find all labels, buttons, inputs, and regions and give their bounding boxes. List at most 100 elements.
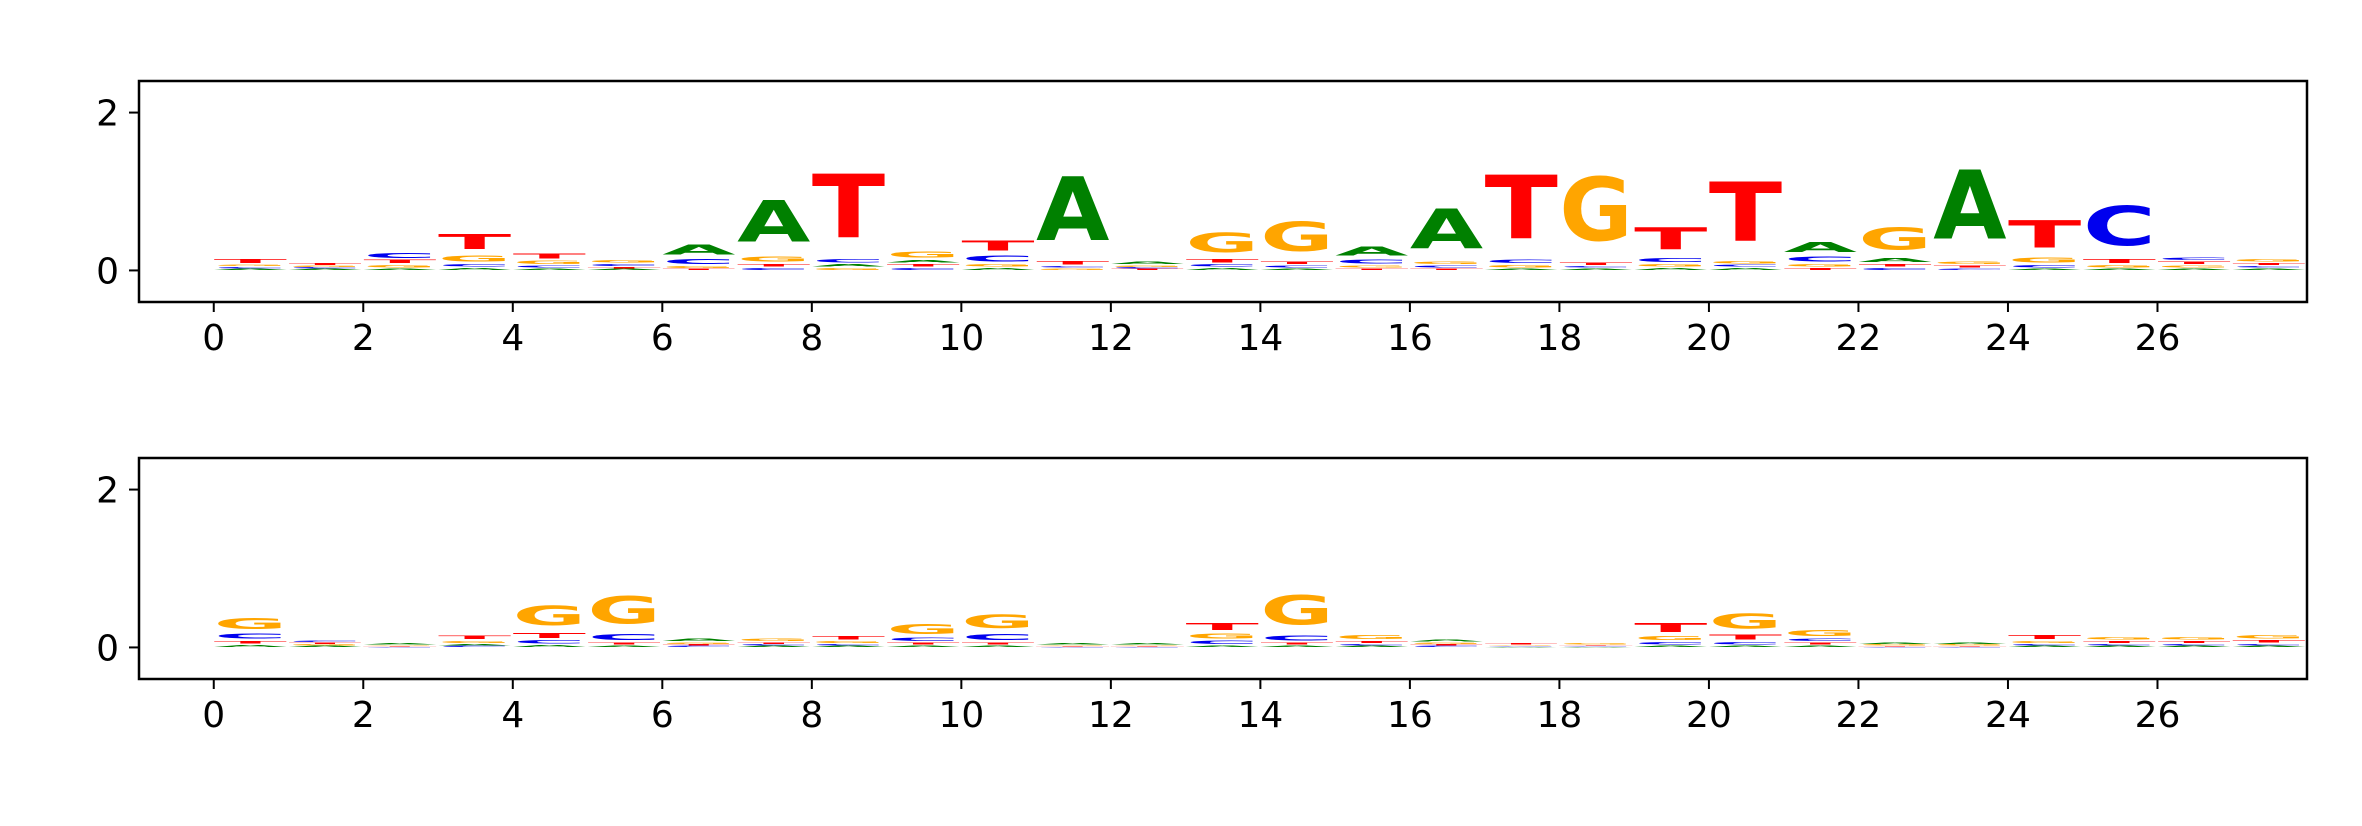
logo-letter-C: C (588, 263, 661, 266)
x-tick-label: 2 (352, 695, 375, 736)
logo-letter-C: C (1186, 263, 1259, 267)
logo-letter-A: A (887, 259, 960, 263)
logo-letter-A: A (1410, 198, 1484, 261)
logo-letter-T: T (363, 259, 436, 264)
x-tick-label: 26 (2135, 695, 2181, 736)
logo-letter-C: C (1858, 267, 1931, 270)
logo-letter-G: G (662, 642, 735, 644)
logo-letter-A: A (2232, 268, 2306, 270)
logo-letter-A: A (1410, 639, 1484, 642)
logo-letter-G: G (1933, 261, 2006, 265)
logo-letter-G: G (1933, 644, 2006, 646)
logo-letter-G: G (1709, 610, 1782, 633)
logo-letter-T: T (1186, 621, 1259, 633)
logo-letter-G: G (961, 263, 1034, 267)
logo-letter-C: C (1036, 647, 1109, 648)
x-tick-label: 0 (202, 695, 225, 736)
x-tick-label: 14 (1237, 318, 1283, 359)
logo-letter-C: C (1634, 641, 1707, 645)
logo-letter-G: G (363, 264, 436, 268)
logo-letter-T: T (214, 640, 288, 644)
logo-letter-C: C (961, 632, 1034, 641)
logo-letter-C: C (1410, 265, 1483, 268)
logo-letter-T: T (1036, 646, 1110, 647)
logo-letter-A: A (2157, 268, 2231, 270)
logo-letter-G: G (1559, 643, 1632, 645)
logo-letter-A: A (289, 646, 363, 648)
logo-letter-G: G (1111, 265, 1184, 267)
logo-letter-T: T (961, 642, 1035, 645)
logo-letter-G: G (1036, 268, 1109, 270)
x-tick-label: 4 (501, 318, 524, 359)
logo-letter-C: C (737, 267, 810, 270)
logo-letter-G: G (2232, 259, 2305, 263)
logo-letter-G: G (438, 254, 511, 263)
logo-letter-A: A (363, 268, 437, 270)
logo-letter-G: G (737, 638, 810, 642)
y-tick-label: 2 (96, 471, 119, 512)
logo-letter-C: C (1485, 259, 1558, 264)
logo-letter-A: A (2008, 268, 2082, 270)
logo-letter-C: C (1858, 647, 1931, 648)
logo-letter-C: C (2232, 266, 2305, 268)
logo-letter-T: T (1485, 158, 1558, 260)
logo-letter-C: C (2157, 257, 2230, 261)
x-tick-label: 8 (800, 318, 823, 359)
logo-letter-C: C (1111, 647, 1184, 648)
logo-letter-G: G (1410, 642, 1483, 644)
logo-letter-C: C (1709, 264, 1782, 267)
logo-letter-A: A (1559, 647, 1633, 648)
logo-letter-C: C (289, 267, 362, 269)
logo-letter-C: C (1784, 638, 1857, 642)
logo-letter-C: C (438, 263, 511, 267)
logo-letter-C: C (513, 640, 586, 645)
logo-letter-G: G (887, 250, 960, 259)
logo-letter-T: T (438, 230, 512, 254)
logo-letter-A: A (1036, 643, 1110, 645)
logo-letter-G: G (1784, 263, 1857, 267)
logo-letter-T: T (1335, 640, 1409, 643)
logo-letter-T: T (737, 263, 811, 267)
logo-letter-C: C (1260, 265, 1333, 268)
logo-letter-G: G (1260, 587, 1333, 634)
logo-letter-C: C (1335, 259, 1408, 265)
logo-letter-A: A (737, 189, 811, 256)
logo-letter-G: G (2157, 265, 2230, 268)
logo-letter-A: A (887, 645, 961, 647)
logo-letter-A: A (214, 644, 288, 647)
logo-letter-A: A (1634, 645, 1708, 647)
logo-letter-T: T (1559, 262, 1633, 266)
logo-letter-G: G (961, 611, 1034, 633)
logo-letter-C: C (2083, 643, 2156, 645)
logo-letter-G: G (887, 622, 960, 638)
logo-letter-A: A (438, 267, 512, 270)
x-tick-label: 12 (1088, 318, 1134, 359)
logo-letter-A: A (1784, 240, 1857, 256)
logo-letter-T: T (812, 636, 885, 641)
logo-letter-C: C (2083, 195, 2156, 258)
logo-letter-A: A (812, 263, 885, 267)
logo-letter-C: C (1559, 646, 1632, 647)
logo-letter-T: T (588, 266, 662, 268)
logo-letter-T: T (513, 632, 586, 640)
logo-letter-C: C (2232, 643, 2305, 645)
logo-letter-T: T (662, 269, 736, 271)
logo-letter-T: T (1858, 263, 1932, 267)
logo-letter-T: T (1933, 646, 2007, 647)
logo-letter-C: C (812, 643, 885, 645)
logo-letter-G: G (1036, 645, 1109, 646)
x-tick-label: 20 (1686, 695, 1732, 736)
logo-letter-A: A (1111, 261, 1184, 265)
logo-letter-G: G (1260, 214, 1333, 261)
logo-letter-T: T (289, 263, 363, 266)
logo-letter-G: G (1709, 260, 1782, 264)
logo-letter-G: G (588, 259, 661, 263)
logo-letter-C: C (363, 251, 436, 259)
logo-letter-C: C (289, 640, 362, 642)
logo-letter-A: A (812, 646, 886, 648)
logo-letter-C: C (887, 267, 960, 270)
logo-letter-T: T (2232, 263, 2306, 266)
logo-letter-T: T (1858, 646, 1932, 647)
logo-letter-A: A (1858, 257, 1931, 263)
top-logo-panel: ACGTACGTAGTCACGTACGTATCGTGCACTGAGACTCTAG… (96, 79, 2309, 359)
